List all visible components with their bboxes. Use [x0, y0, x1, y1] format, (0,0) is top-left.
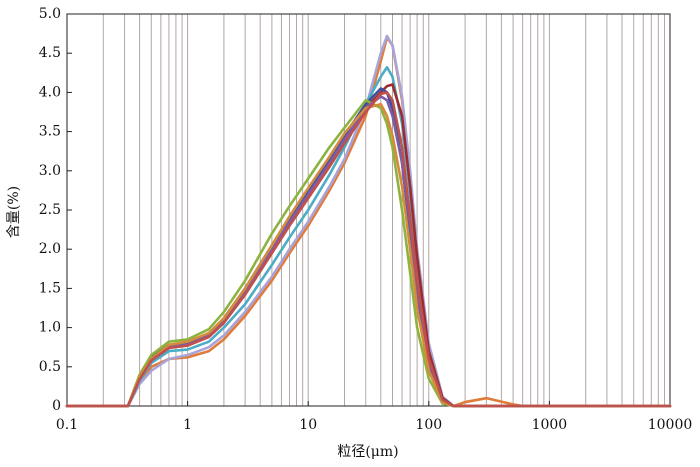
y-tick-label: 3.5: [39, 124, 61, 140]
y-tick-label: 0.5: [39, 359, 61, 375]
y-tick-label: 3.0: [39, 163, 61, 179]
y-axis-label: 含量(%): [6, 186, 22, 238]
y-tick-label: 5.0: [39, 6, 61, 22]
y-tick-label: 2.0: [39, 241, 61, 257]
series-line: [65, 91, 672, 408]
y-tick-label: 4.5: [39, 45, 61, 61]
y-tick-label: 0: [52, 398, 61, 414]
x-axis-label: 粒径(μm): [337, 444, 398, 460]
x-tick-label: 10000: [648, 417, 693, 433]
y-tick-label: 1.5: [39, 280, 61, 296]
y-tick-label: 1.0: [39, 320, 61, 336]
series-line: [65, 102, 672, 408]
x-tick-label: 0.1: [56, 417, 78, 433]
x-tick-label: 100: [415, 417, 442, 433]
y-tick-label: 4.0: [39, 84, 61, 100]
x-tick-label: 1000: [532, 417, 568, 433]
x-tick-label: 1: [183, 417, 192, 433]
y-tick-label: 2.5: [39, 202, 61, 218]
x-tick-label: 10: [299, 417, 317, 433]
plot-frame: [66, 13, 671, 407]
series-line: [65, 36, 672, 408]
